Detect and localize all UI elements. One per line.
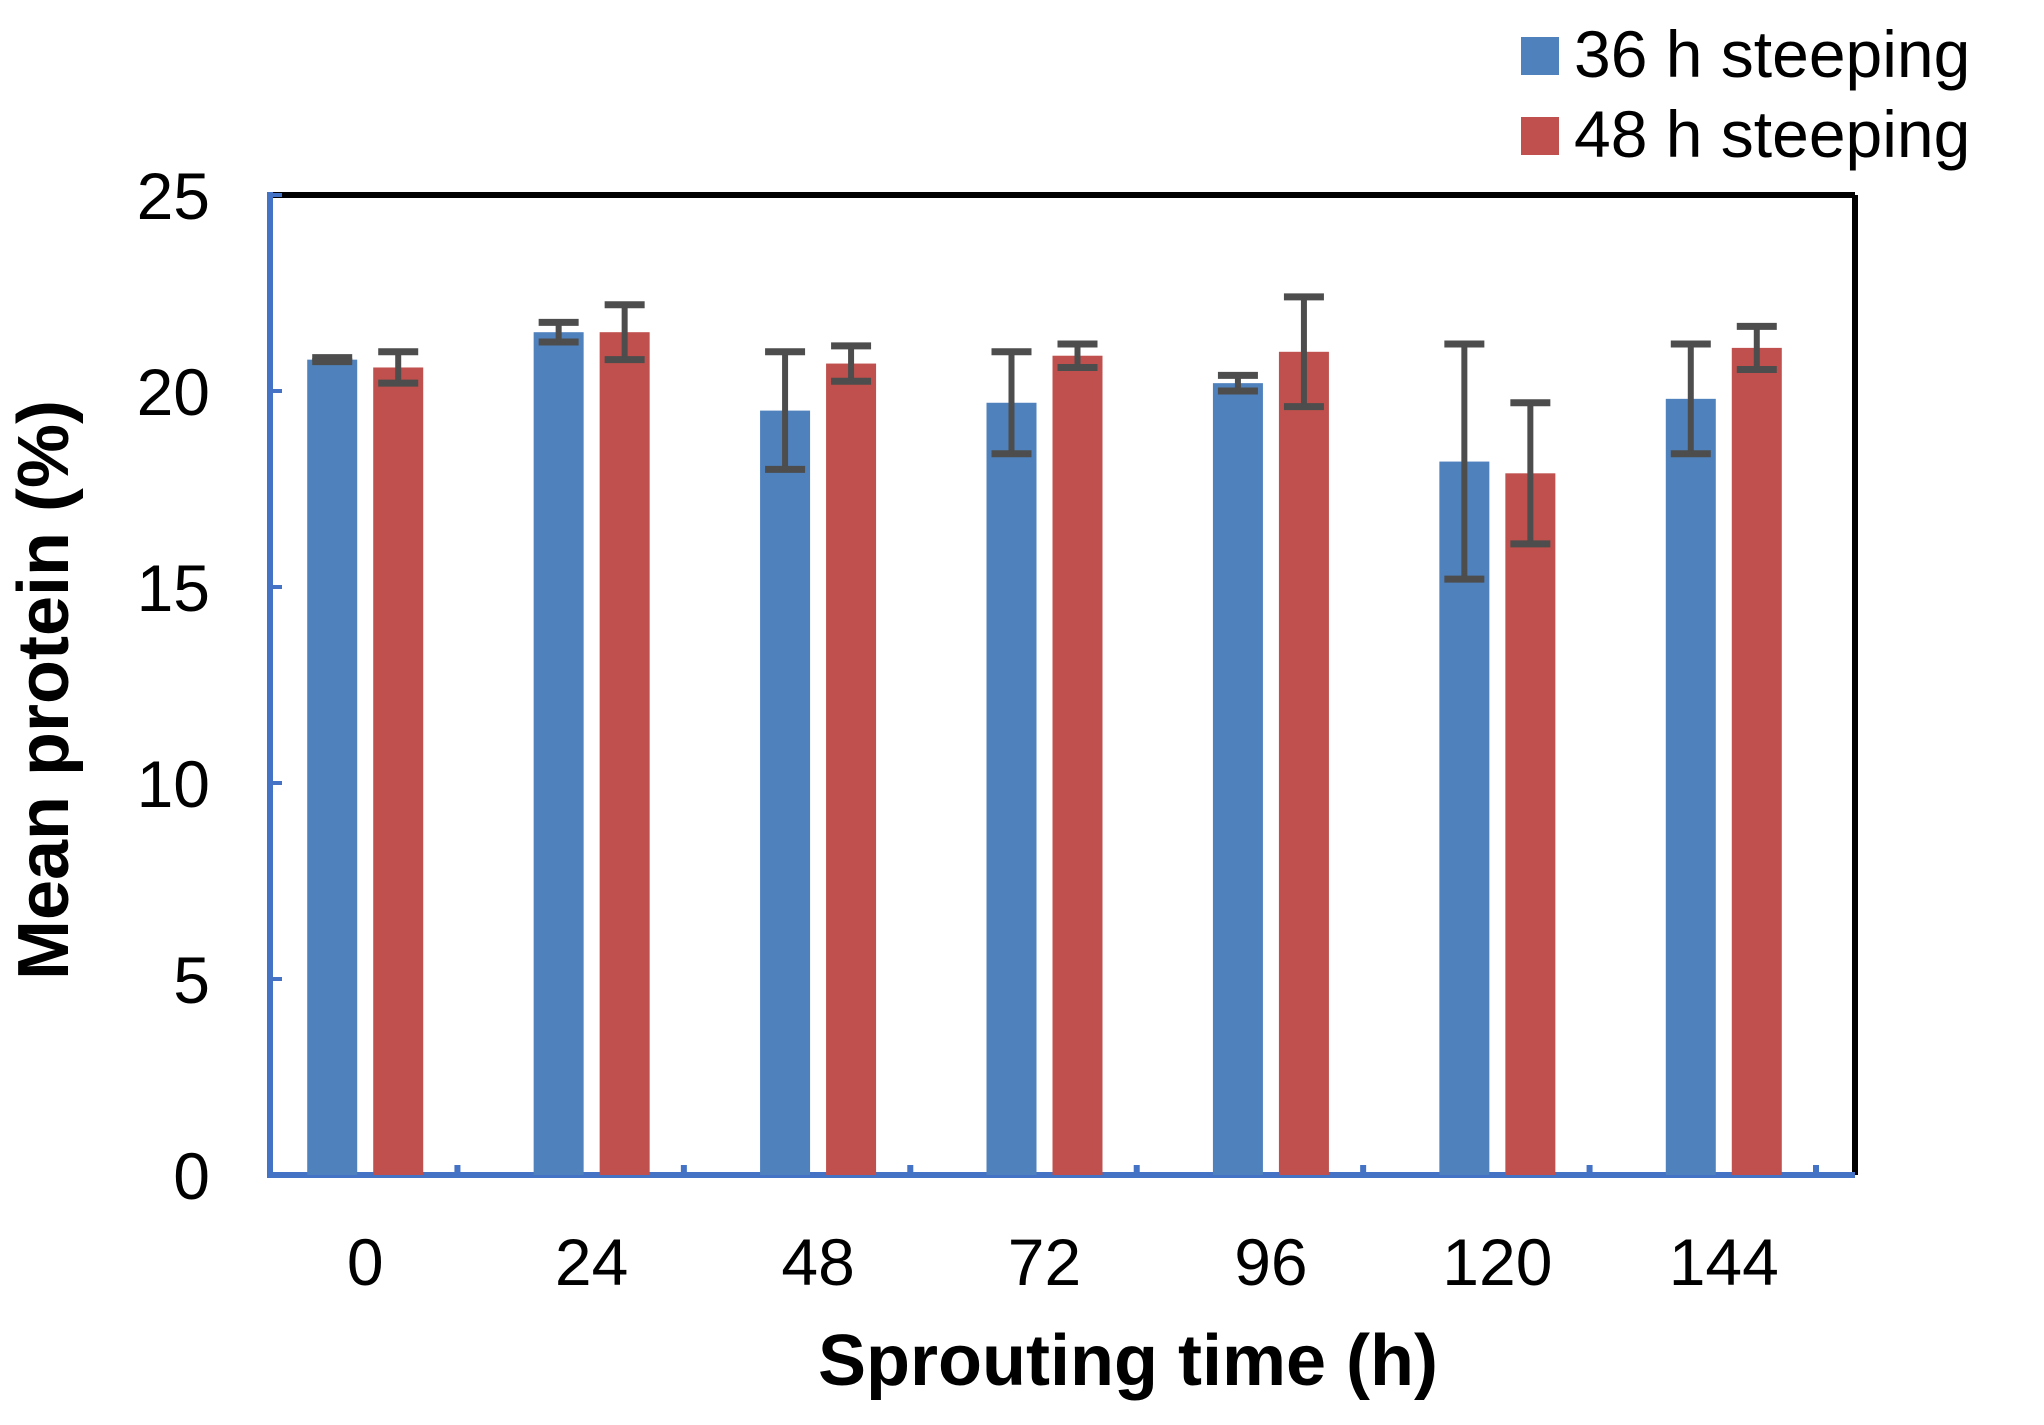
error-bar-36h-144 — [1670, 340, 1711, 458]
y-tick-label: 15 — [137, 551, 210, 625]
x-tick-label: 48 — [781, 1225, 854, 1299]
x-tick-label: 72 — [1008, 1225, 1081, 1299]
error-bars — [312, 293, 1777, 583]
bar-36h-72 — [986, 402, 1037, 1175]
bar-48h-48 — [826, 363, 877, 1175]
bar-36h-0 — [307, 359, 358, 1175]
bar-36h-24 — [533, 332, 584, 1175]
bar-48h-0 — [373, 367, 424, 1176]
x-tick-mark — [1133, 1165, 1140, 1175]
y-ticks: 0 5 10 15 20 25 — [137, 159, 282, 1213]
x-tick-mark — [907, 1165, 914, 1175]
error-bar-48h-24 — [604, 301, 645, 364]
error-bar-48h-72 — [1057, 340, 1098, 371]
error-bar-48h-120 — [1510, 399, 1551, 548]
y-tick-label: 10 — [137, 747, 210, 821]
bar-36h-96 — [1212, 383, 1263, 1175]
x-tick-mark — [680, 1165, 687, 1175]
error-bar-36h-120 — [1444, 340, 1485, 583]
error-bar-48h-96 — [1283, 293, 1324, 411]
x-tick-label: 24 — [555, 1225, 628, 1299]
x-tick-label: 120 — [1442, 1225, 1552, 1299]
error-bar-36h-96 — [1217, 371, 1258, 395]
bar-48h-72 — [1052, 355, 1103, 1176]
legend-swatch-36h — [1521, 37, 1559, 75]
y-tick-label: 20 — [137, 355, 210, 429]
x-tick-label: 144 — [1669, 1225, 1779, 1299]
x-tick-label: 96 — [1234, 1225, 1307, 1299]
legend-label-48h: 48 h steeping — [1574, 97, 1970, 171]
error-bar-48h-48 — [831, 342, 872, 385]
x-tick-label: 0 — [347, 1225, 384, 1299]
y-axis-label: Mean protein (%) — [4, 400, 84, 980]
x-tick-mark — [454, 1165, 461, 1175]
bar-36h-48 — [760, 410, 811, 1176]
error-bar-36h-48 — [765, 348, 806, 473]
x-tick-mark — [1813, 1165, 1819, 1175]
bar-48h-120 — [1505, 473, 1556, 1175]
bar-36h-144 — [1665, 398, 1716, 1176]
x-axis-label: Sprouting time (h) — [818, 1321, 1438, 1401]
legend-swatch-48h — [1521, 117, 1559, 155]
x-tick-mark — [1586, 1165, 1593, 1175]
error-bar-48h-144 — [1736, 322, 1777, 373]
y-tick-label: 5 — [173, 943, 210, 1017]
x-tick-labels: 0 24 48 72 96 120 144 — [347, 1165, 1819, 1299]
error-bar-36h-24 — [538, 318, 579, 346]
bar-48h-96 — [1278, 351, 1329, 1175]
error-bar-48h-0 — [378, 348, 419, 387]
legend: 36 h steeping 48 h steeping — [1521, 17, 1970, 171]
bar-48h-24 — [599, 332, 650, 1175]
error-bar-36h-0 — [312, 354, 353, 366]
y-tick-label: 25 — [137, 159, 210, 233]
error-bar-36h-72 — [991, 348, 1032, 458]
y-tick-label: 0 — [173, 1139, 210, 1213]
bars — [307, 332, 1782, 1176]
x-tick-mark — [1360, 1165, 1367, 1175]
bar-48h-144 — [1731, 347, 1782, 1175]
legend-label-36h: 36 h steeping — [1574, 17, 1970, 91]
